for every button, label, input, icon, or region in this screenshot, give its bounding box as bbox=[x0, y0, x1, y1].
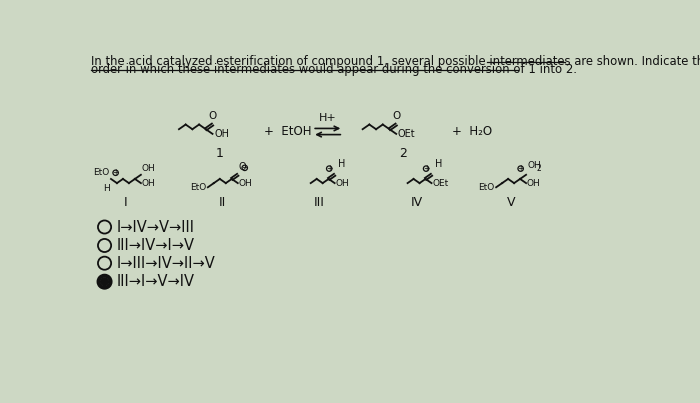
Text: EtO: EtO bbox=[93, 168, 109, 177]
Text: OEt: OEt bbox=[398, 129, 415, 139]
Text: H+: H+ bbox=[319, 113, 337, 123]
Text: OH: OH bbox=[239, 179, 252, 188]
Text: OH: OH bbox=[335, 179, 349, 188]
Text: O: O bbox=[209, 112, 217, 121]
Text: order in which these intermediates would appear during the conversion of 1 into : order in which these intermediates would… bbox=[92, 63, 578, 76]
Text: H: H bbox=[103, 183, 109, 193]
Text: In the acid catalyzed esterification of compound 1, several possible intermediat: In the acid catalyzed esterification of … bbox=[92, 54, 700, 68]
Text: 2: 2 bbox=[537, 164, 542, 173]
Text: +  EtOH: + EtOH bbox=[264, 125, 312, 138]
Text: −: − bbox=[241, 163, 248, 172]
Text: O: O bbox=[239, 162, 246, 172]
Text: +: + bbox=[423, 164, 429, 173]
Text: III→IV→I→V: III→IV→I→V bbox=[116, 238, 194, 253]
Text: II: II bbox=[219, 196, 226, 209]
Text: OH: OH bbox=[214, 129, 229, 139]
Text: OH: OH bbox=[141, 164, 155, 173]
Text: V: V bbox=[507, 196, 515, 209]
Text: +: + bbox=[326, 164, 332, 173]
Text: OH: OH bbox=[527, 179, 540, 188]
Text: H: H bbox=[435, 160, 442, 169]
Text: IV: IV bbox=[410, 196, 423, 209]
Text: +  H₂O: + H₂O bbox=[452, 125, 492, 138]
Text: +: + bbox=[113, 168, 119, 177]
Text: O: O bbox=[392, 112, 400, 121]
Text: I→III→IV→II→V: I→III→IV→II→V bbox=[116, 256, 215, 271]
Text: 1: 1 bbox=[216, 147, 223, 160]
Text: III: III bbox=[314, 196, 325, 209]
Text: I→IV→V→III: I→IV→V→III bbox=[116, 220, 194, 235]
Text: EtO: EtO bbox=[190, 183, 206, 192]
Text: OH: OH bbox=[141, 179, 155, 188]
Text: EtO: EtO bbox=[478, 183, 495, 192]
Circle shape bbox=[101, 278, 108, 285]
Text: OH: OH bbox=[528, 161, 541, 170]
Text: H: H bbox=[337, 160, 345, 169]
Text: I: I bbox=[124, 196, 127, 209]
Text: 2: 2 bbox=[399, 147, 407, 160]
Text: OEt: OEt bbox=[433, 179, 449, 188]
Text: III→I→V→IV: III→I→V→IV bbox=[116, 274, 194, 289]
Text: +: + bbox=[517, 164, 524, 173]
